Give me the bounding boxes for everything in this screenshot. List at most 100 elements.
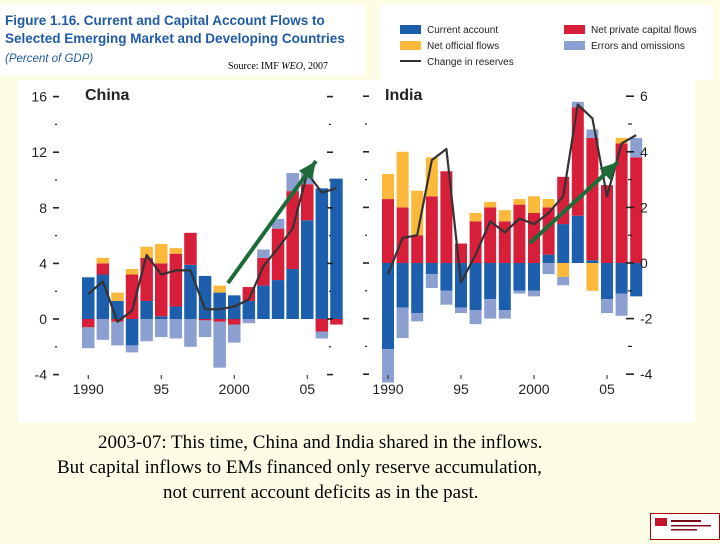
- bar-official-flows: [528, 196, 540, 213]
- source-suffix: , 2007: [303, 61, 329, 72]
- legend-label: Net private capital flows: [591, 25, 697, 36]
- bar-private-flows: [513, 204, 526, 263]
- bar-errors-omissions: [469, 310, 482, 325]
- bar-current-account: [455, 263, 467, 308]
- bar-private-flows: [271, 228, 285, 281]
- bar-errors-omissions: [315, 331, 329, 339]
- bar-official-flows: [469, 212, 482, 222]
- bar-current-account: [140, 300, 153, 319]
- bar-errors-omissions: [557, 276, 570, 286]
- bar-current-account: [557, 224, 570, 263]
- bar-errors-omissions: [382, 349, 394, 383]
- bar-private-flows: [140, 257, 153, 301]
- bar-current-account: [82, 277, 95, 319]
- y-tick-label: 2: [640, 199, 648, 215]
- legend-label: Change in reserves: [427, 57, 514, 68]
- bar-errors-omissions: [184, 319, 197, 347]
- panel-label-china: China: [85, 87, 130, 104]
- legend-swatch-private: [564, 25, 585, 34]
- bar-private-flows: [615, 143, 628, 263]
- bar-private-flows: [425, 196, 438, 263]
- caption-line-1: 2003-07: This time, China and India shar…: [98, 432, 543, 453]
- x-tick-label: 2000: [518, 381, 549, 397]
- legend-swatch-official: [400, 41, 421, 50]
- bar-official-flows: [111, 292, 124, 301]
- legend: Current account Net private capital flow…: [380, 5, 713, 80]
- bar-official-flows: [140, 246, 153, 258]
- bar-current-account: [630, 263, 643, 297]
- bar-errors-omissions: [455, 307, 467, 314]
- legend-label: Current account: [427, 25, 499, 36]
- legend-item-official: Net official flows: [400, 41, 499, 52]
- bar-current-account: [213, 292, 226, 319]
- legend-label: Errors and omissions: [591, 41, 685, 52]
- source-italic: WEO: [281, 61, 304, 72]
- bar-current-account: [330, 178, 343, 319]
- bar-private-flows: [213, 319, 226, 322]
- x-tick-label: 2000: [219, 381, 250, 397]
- y-tick-label: 16: [31, 89, 47, 105]
- x-tick-label: 95: [453, 381, 469, 397]
- y-tick-label: -4: [35, 367, 48, 383]
- figure-subtitle: (Percent of GDP): [5, 53, 94, 65]
- y-tick-label: 12: [31, 144, 47, 160]
- bar-private-flows: [542, 207, 555, 255]
- bar-errors-omissions: [111, 321, 124, 346]
- figure-title-panel: Figure 1.16. Current and Capital Account…: [0, 5, 365, 75]
- bar-errors-omissions: [125, 345, 139, 353]
- legend-label: Net official flows: [427, 41, 500, 52]
- bar-official-flows: [213, 285, 226, 293]
- bar-current-account: [440, 263, 453, 291]
- bar-private-flows: [169, 253, 183, 307]
- bar-errors-omissions: [396, 307, 409, 339]
- bar-private-flows: [601, 185, 613, 263]
- caption-line-2: But capital inflows to EMs financed only…: [57, 457, 542, 478]
- figure-title-line-2: Selected Emerging Market and Developing …: [5, 31, 345, 46]
- bar-errors-omissions: [271, 218, 285, 229]
- trend-arrow-china-head: [298, 161, 316, 181]
- bar-official-flows: [425, 157, 438, 197]
- bar-official-flows: [557, 263, 570, 277]
- x-tick-label: 05: [599, 381, 615, 397]
- source-note: Source: IMF WEO, 2007: [228, 61, 328, 72]
- bar-current-account: [125, 319, 139, 346]
- y-tick-label: 4: [39, 255, 47, 271]
- bar-private-flows: [498, 221, 511, 263]
- bar-current-account: [242, 300, 256, 319]
- institution-logo: [650, 513, 720, 540]
- bar-errors-omissions: [82, 327, 95, 349]
- bar-private-flows: [469, 221, 482, 263]
- legend-swatch-errors: [564, 41, 585, 50]
- bar-errors-omissions: [155, 319, 168, 338]
- bar-errors-omissions: [586, 129, 599, 138]
- bar-private-flows: [396, 207, 409, 263]
- bar-errors-omissions: [257, 249, 270, 258]
- bar-private-flows: [440, 171, 453, 263]
- bar-current-account: [286, 268, 299, 319]
- legend-swatch-current-account: [400, 25, 421, 34]
- y-tick-label: 0: [39, 311, 47, 327]
- x-tick-label: 05: [299, 381, 315, 397]
- bar-official-flows: [96, 257, 110, 264]
- legend-item-reserves: Change in reserves: [400, 57, 514, 68]
- bar-errors-omissions: [213, 321, 226, 368]
- source-prefix: Source: IMF: [228, 61, 282, 72]
- bar-private-flows: [155, 263, 168, 317]
- bar-current-account: [169, 306, 183, 319]
- bar-private-flows: [125, 274, 139, 319]
- bar-official-flows: [484, 201, 497, 208]
- bar-private-flows: [96, 263, 110, 275]
- bar-errors-omissions: [411, 313, 424, 322]
- bar-current-account: [571, 215, 584, 263]
- y-tick-label: 6: [640, 88, 648, 104]
- bar-errors-omissions: [198, 320, 212, 338]
- bar-private-flows: [571, 107, 584, 216]
- bar-current-account: [498, 263, 511, 311]
- legend-item-private: Net private capital flows: [564, 25, 697, 36]
- reserves-line: [386, 103, 637, 284]
- bar-private-flows: [484, 207, 497, 263]
- bar-private-flows: [382, 199, 394, 263]
- bar-errors-omissions: [440, 290, 453, 305]
- bar-private-flows: [330, 319, 343, 325]
- bar-errors-omissions: [528, 290, 540, 297]
